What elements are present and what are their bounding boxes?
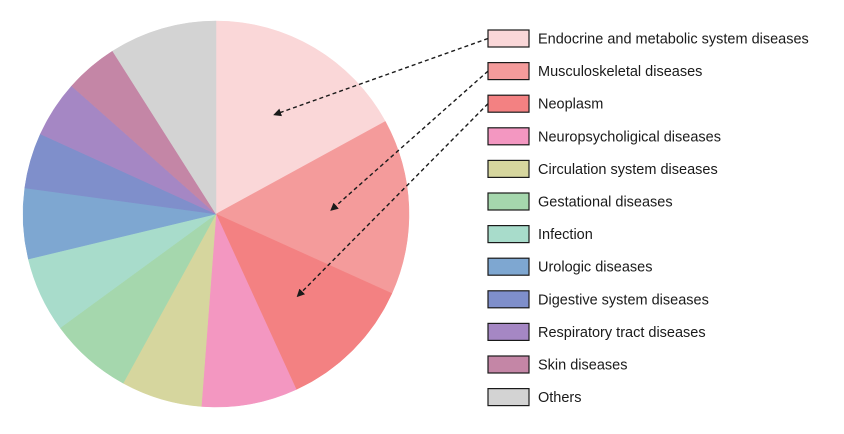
legend-swatch-respiratory-tract-diseases <box>487 322 530 341</box>
legend-label-urologic-diseases: Urologic diseases <box>538 260 652 276</box>
legend-label-respiratory-tract-diseases: Respiratory tract diseases <box>538 325 706 341</box>
legend-swatch-gestational-diseases <box>487 192 530 211</box>
pie-slice-neoplasm <box>215 213 393 390</box>
legend-swatch-neoplasm <box>487 94 530 113</box>
legend-label-others: Others <box>538 390 582 406</box>
legend-label-neuropsycholigical-diseases: Neuropsycholigical diseases <box>538 129 721 145</box>
legend-swatch-digestive-system-diseases <box>487 290 530 309</box>
legend-swatch-skin-diseases <box>487 355 530 374</box>
legend-swatch-others <box>487 388 530 407</box>
pie-slice-musculoskeletal-diseases <box>215 121 410 294</box>
legend-label-circulation-system-diseases: Circulation system diseases <box>538 162 718 178</box>
legend-swatch-urologic-diseases <box>487 257 530 276</box>
legend-swatch-circulation-system-diseases <box>487 159 530 178</box>
legend-swatch-infection <box>487 225 530 244</box>
legend-label-digestive-system-diseases: Digestive system diseases <box>538 292 709 308</box>
legend-label-endocrine-and-metabolic-system-diseases: Endocrine and metabolic system diseases <box>538 32 809 48</box>
legend-swatch-endocrine-and-metabolic-system-diseases <box>487 29 530 48</box>
pie-slices <box>22 20 410 408</box>
legend-swatch-musculoskeletal-diseases <box>487 61 530 81</box>
callout-arrow-endocrine-and-metabolic-system-diseases <box>273 37 489 117</box>
legend-label-neoplasm: Neoplasm <box>538 97 603 113</box>
legend-label-skin-diseases: Skin diseases <box>538 358 627 374</box>
legend-label-musculoskeletal-diseases: Musculoskeletal diseases <box>538 64 702 80</box>
legend: Endocrine and metabolic system diseases M… <box>487 29 809 407</box>
callout-arrow-neoplasm <box>296 103 489 298</box>
legend-label-gestational-diseases: Gestational diseases <box>538 195 673 211</box>
pie-slice-endocrine-and-metabolic-system-diseases <box>215 20 386 215</box>
legend-swatch-neuropsycholigical-diseases <box>487 127 530 146</box>
pie-slice-others <box>112 20 217 215</box>
legend-label-infection: Infection <box>538 227 593 243</box>
pie-slice-neuropsycholigical-diseases <box>201 213 297 408</box>
callout-arrows <box>273 37 489 298</box>
